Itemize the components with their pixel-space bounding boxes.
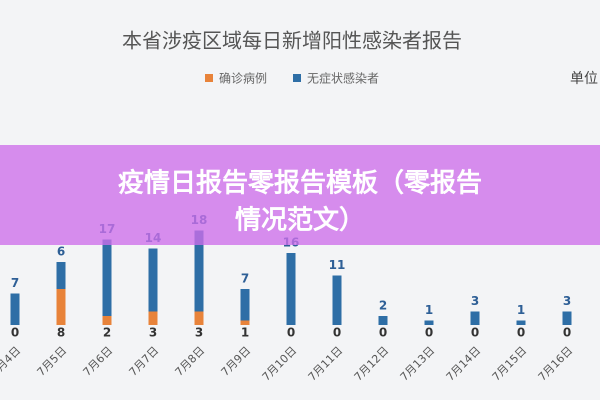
bar-segment: [194, 230, 204, 312]
x-tick-label: 7月8日: [173, 344, 208, 379]
x-tick-label: 7月11日: [306, 344, 346, 384]
bar-segment: [148, 248, 158, 312]
x-tick-label: 7月16日: [536, 344, 576, 384]
data-label: 0: [563, 326, 571, 340]
data-label: 0: [379, 326, 387, 340]
data-label: 2: [103, 326, 111, 340]
data-label: 0: [471, 326, 479, 340]
data-label: 0: [425, 326, 433, 340]
x-tick-label: 7月7日: [127, 344, 162, 379]
bar-segment: [516, 320, 526, 325]
x-tick-label: 7月4日: [0, 344, 23, 379]
chart-title: 本省涉疫区域每日新增阳性感染者报告: [122, 29, 462, 53]
banner: [0, 145, 600, 245]
data-label: 11: [329, 258, 346, 272]
x-tick-label: 7月10日: [260, 344, 300, 384]
x-tick-label: 7月13日: [398, 344, 438, 384]
bar-segment: [102, 316, 112, 325]
bar-segment: [240, 320, 250, 325]
bar-segment: [194, 311, 204, 325]
x-tick-label: 7月14日: [444, 344, 484, 384]
data-label: 0: [333, 326, 341, 340]
bar-segment: [332, 275, 342, 325]
data-label: 0: [517, 326, 525, 340]
data-label: 7: [241, 272, 249, 286]
legend-swatch: [293, 74, 301, 82]
data-label: 3: [563, 294, 571, 308]
data-label: 8: [57, 326, 65, 340]
bar-segment: [102, 239, 112, 316]
data-label: 3: [195, 326, 203, 340]
bar-segment: [470, 311, 480, 325]
data-label: 3: [471, 294, 479, 308]
bar-segment: [562, 311, 572, 325]
x-tick-label: 7月12日: [352, 344, 392, 384]
bar-segment: [240, 289, 250, 321]
bar-segment: [424, 320, 434, 325]
data-label: 3: [149, 326, 157, 340]
data-label: 7: [11, 276, 19, 290]
data-label: 0: [287, 326, 295, 340]
banner-text: 疫情日报告零报告模板（零报告: [118, 168, 482, 199]
x-tick-label: 7月6日: [81, 344, 116, 379]
bar-segment: [56, 289, 66, 325]
bar-segment: [10, 293, 20, 325]
x-tick-label: 7月15日: [490, 344, 530, 384]
legend-label: 确诊病例: [219, 71, 267, 86]
bar-segment: [378, 316, 388, 325]
x-tick-label: 7月5日: [35, 344, 70, 379]
bar-segment: [56, 262, 66, 289]
data-label: 2: [379, 299, 387, 313]
data-label: 1: [517, 303, 525, 317]
bar-segment: [286, 253, 296, 325]
unit-label: 单位: [570, 71, 598, 87]
legend-label: 无症状感染者: [307, 71, 379, 86]
legend-swatch: [205, 74, 213, 82]
data-label: 6: [57, 245, 65, 259]
banner-text: 情况范文）: [235, 205, 365, 236]
data-label: 0: [11, 326, 19, 340]
bar-segment: [148, 311, 158, 325]
data-label: 1: [241, 326, 249, 340]
data-label: 1: [425, 303, 433, 317]
x-tick-label: 7月9日: [219, 344, 254, 379]
